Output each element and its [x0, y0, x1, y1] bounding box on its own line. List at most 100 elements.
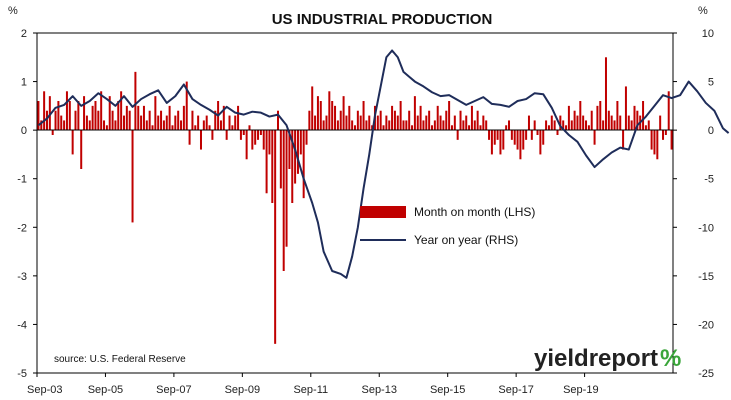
mom-bar: [365, 120, 368, 131]
x-tick-label: Sep-13: [361, 384, 396, 396]
mom-bar: [545, 120, 548, 131]
mom-bar: [585, 120, 588, 131]
mom-bar: [71, 130, 74, 155]
mom-bar: [157, 115, 160, 131]
mom-bar: [493, 130, 496, 145]
mom-bar: [356, 110, 359, 131]
right-tick-label: -10: [698, 222, 714, 234]
mom-bar: [194, 125, 197, 131]
right-tick-label: -20: [698, 319, 714, 331]
mom-bar: [650, 130, 653, 150]
x-tick-label: Sep-19: [563, 384, 598, 396]
mom-bar: [610, 115, 613, 131]
mom-bar: [148, 110, 151, 131]
mom-bar: [188, 130, 191, 145]
mom-bar: [339, 110, 342, 131]
mom-bar: [662, 130, 665, 140]
mom-bar: [40, 120, 43, 131]
mom-bar: [202, 120, 205, 131]
mom-bar: [114, 120, 117, 131]
mom-bar: [539, 130, 542, 155]
mom-bar: [488, 130, 491, 140]
chart-title: US INDUSTRIAL PRODUCTION: [272, 11, 493, 28]
mom-bar: [60, 115, 63, 131]
mom-bar: [185, 81, 188, 131]
mom-bar: [262, 130, 265, 150]
mom-bar: [579, 101, 582, 131]
left-tick-label: -4: [17, 319, 27, 331]
mom-bar: [248, 125, 251, 131]
mom-bar: [111, 110, 114, 131]
mom-bar: [516, 130, 519, 150]
left-tick-label: 1: [21, 77, 27, 89]
mom-bar: [436, 105, 439, 131]
mom-bar: [633, 105, 636, 131]
mom-bar: [596, 105, 599, 131]
mom-bar: [379, 110, 382, 131]
mom-bar: [128, 110, 131, 131]
mom-bar: [482, 115, 485, 131]
x-tick-label: Sep-07: [156, 384, 191, 396]
mom-bar: [667, 91, 670, 131]
mom-bar: [613, 120, 616, 131]
mom-bar: [251, 130, 254, 150]
left-tick-label: 2: [21, 28, 27, 40]
mom-bar: [137, 105, 140, 131]
x-tick-label: Sep-11: [293, 384, 328, 396]
mom-bar: [336, 120, 339, 131]
mom-bar: [94, 101, 97, 131]
mom-bar: [228, 115, 231, 131]
mom-bar: [68, 101, 71, 131]
x-tick-label: Sep-09: [225, 384, 260, 396]
mom-bar: [257, 130, 260, 140]
mom-bar: [197, 115, 200, 131]
mom-bar: [439, 115, 442, 131]
source-note: source: U.S. Federal Reserve: [54, 354, 186, 365]
mom-bar: [199, 130, 202, 150]
mom-bar: [587, 125, 590, 131]
mom-bar: [413, 96, 416, 131]
mom-bar: [171, 125, 174, 131]
mom-bar: [448, 101, 451, 131]
mom-bar: [131, 130, 134, 223]
mom-bar: [542, 130, 545, 145]
mom-bar: [285, 130, 288, 247]
mom-bar: [85, 115, 88, 131]
mom-bar-series: [37, 57, 673, 344]
x-tick-label: Sep-17: [498, 384, 533, 396]
mom-bar: [219, 120, 222, 131]
right-tick-label: 10: [702, 28, 714, 40]
mom-bar: [208, 125, 211, 131]
mom-bar: [567, 105, 570, 131]
mom-bar: [291, 130, 294, 203]
mom-bar: [103, 120, 106, 131]
mom-bar: [177, 110, 180, 131]
mom-bar: [562, 120, 565, 131]
x-tick-label: Sep-15: [430, 384, 465, 396]
x-axis-ticks: Sep-03 Sep-05 Sep-07 Sep-09 Sep-11 Sep-13 Sep-…: [27, 373, 599, 396]
mom-bar: [160, 110, 163, 131]
logo-percent: %: [660, 345, 681, 372]
right-tick-label: -15: [698, 271, 714, 283]
mom-bar: [122, 115, 125, 131]
mom-bar: [88, 120, 91, 131]
mom-bar: [234, 115, 237, 131]
mom-bar: [399, 101, 402, 131]
mom-bar: [402, 120, 405, 131]
logo-text: yieldreport: [534, 345, 658, 372]
mom-bar: [642, 101, 645, 131]
mom-bar: [553, 120, 556, 131]
mom-bar: [45, 110, 48, 131]
mom-bar: [108, 96, 111, 131]
mom-bar: [445, 110, 448, 131]
mom-bar: [268, 130, 271, 155]
mom-bar: [259, 130, 262, 135]
mom-bar: [151, 125, 154, 131]
mom-bar: [453, 115, 456, 131]
mom-bar: [431, 125, 434, 131]
mom-bar: [505, 125, 508, 131]
mom-bar: [411, 125, 414, 131]
mom-bar: [348, 105, 351, 131]
mom-bar: [368, 115, 371, 131]
